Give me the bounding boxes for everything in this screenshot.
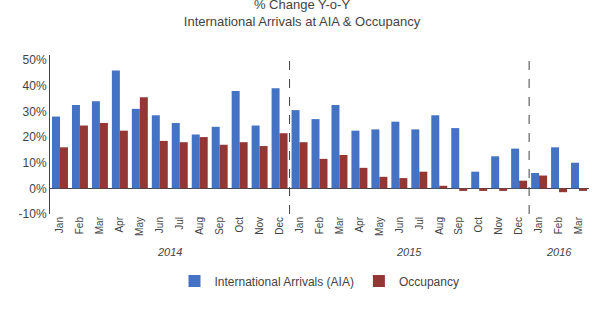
- svg-text:Aug: Aug: [434, 217, 445, 235]
- svg-text:Nov: Nov: [254, 217, 265, 235]
- svg-text:-10%: -10%: [19, 207, 47, 221]
- svg-text:Jan: Jan: [54, 217, 65, 233]
- svg-text:2016: 2016: [546, 246, 572, 258]
- svg-text:Jun: Jun: [394, 217, 405, 233]
- svg-text:Jan: Jan: [294, 217, 305, 233]
- svg-text:Jul: Jul: [174, 217, 185, 230]
- svg-text:Aug: Aug: [194, 217, 205, 235]
- svg-text:Mar: Mar: [573, 216, 584, 234]
- svg-text:Sep: Sep: [214, 217, 225, 235]
- svg-text:2014: 2014: [157, 246, 182, 258]
- svg-text:Feb: Feb: [553, 217, 564, 235]
- svg-text:Mar: Mar: [334, 216, 345, 234]
- svg-text:Oct: Oct: [473, 217, 484, 233]
- svg-text:% Change Y-o-YInternational Ar: % Change Y-o-YInternational Arrivals at …: [184, 0, 421, 29]
- svg-text:10%: 10%: [23, 156, 47, 170]
- svg-text:Sep: Sep: [453, 217, 464, 235]
- svg-text:Oct: Oct: [234, 217, 245, 233]
- svg-text:20%: 20%: [23, 130, 47, 144]
- svg-text:40%: 40%: [23, 79, 47, 93]
- svg-text:0%: 0%: [29, 182, 47, 196]
- svg-text:50%: 50%: [23, 53, 47, 67]
- svg-text:Occupancy: Occupancy: [399, 275, 459, 289]
- svg-text:Jul: Jul: [414, 217, 425, 230]
- svg-text:International Arrivals (AIA): International Arrivals (AIA): [215, 275, 354, 289]
- svg-text:Apr: Apr: [354, 216, 365, 232]
- svg-text:Feb: Feb: [314, 217, 325, 235]
- svg-text:Mar: Mar: [94, 216, 105, 234]
- svg-text:Dec: Dec: [513, 217, 524, 235]
- svg-text:Feb: Feb: [74, 217, 85, 235]
- svg-text:Dec: Dec: [274, 217, 285, 235]
- svg-text:Jun: Jun: [154, 217, 165, 233]
- svg-text:2015: 2015: [396, 246, 422, 258]
- svg-text:May: May: [134, 217, 145, 236]
- svg-text:Nov: Nov: [493, 217, 504, 235]
- svg-text:30%: 30%: [23, 105, 47, 119]
- svg-text:Jan: Jan: [533, 217, 544, 233]
- svg-text:Apr: Apr: [114, 216, 125, 232]
- svg-text:May: May: [374, 217, 385, 236]
